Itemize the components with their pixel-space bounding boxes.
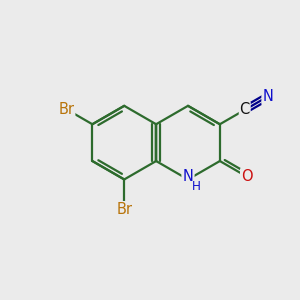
Text: N: N: [262, 89, 273, 104]
Text: H: H: [192, 180, 201, 193]
Text: Br: Br: [116, 202, 132, 217]
Text: N: N: [182, 169, 194, 184]
Text: O: O: [241, 169, 253, 184]
Text: C: C: [240, 102, 250, 117]
Text: Br: Br: [58, 102, 74, 117]
